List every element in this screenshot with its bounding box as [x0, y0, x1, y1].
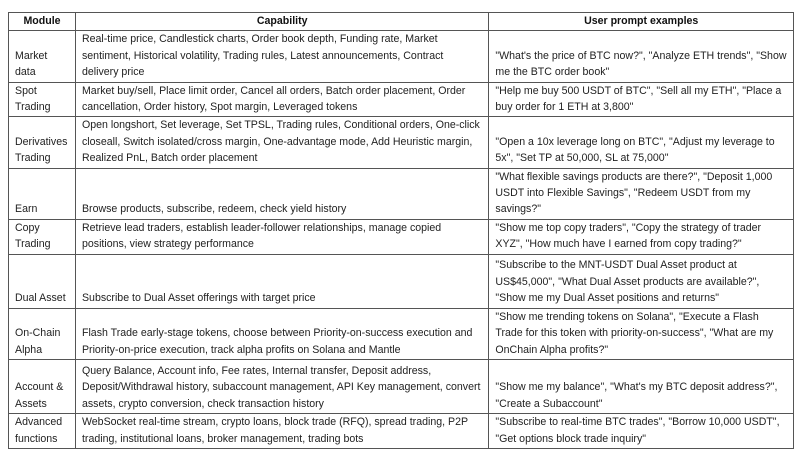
capability-cell: Market buy/sell, Place limit order, Canc…: [74, 81, 490, 118]
module-cell: Earn: [8, 167, 76, 220]
prompts-cell: "What's the price of BTC now?", "Analyze…: [488, 30, 794, 83]
prompts-cell: "Subscribe to real-time BTC trades", "Bo…: [488, 412, 794, 449]
module-cell: Derivatives Trading: [8, 116, 76, 169]
table-row: On-Chain Alpha Flash Trade early-stage to…: [8, 307, 794, 360]
capability-cell: Flash Trade early-stage tokens, choose b…: [74, 307, 490, 360]
table-row: Earn Browse products, subscribe, redeem, …: [8, 167, 794, 220]
module-cell: Dual Asset: [8, 253, 76, 309]
header-capability: Capability: [74, 11, 490, 32]
capability-cell: WebSocket real-time stream, crypto loans…: [74, 412, 490, 449]
prompts-cell: "Open a 10x leverage long on BTC", "Adju…: [488, 116, 794, 169]
table-row: Copy Trading Retrieve lead traders, estab…: [8, 218, 794, 255]
module-cell: Spot Trading: [8, 81, 76, 118]
capability-cell: Open longshort, Set leverage, Set TPSL, …: [74, 116, 490, 169]
capability-cell: Real-time price, Candlestick charts, Ord…: [74, 30, 490, 83]
module-cell: Advanced functions: [8, 412, 76, 449]
capability-table: Module Capability User prompt examples M…: [8, 11, 794, 449]
header-prompts: User prompt examples: [488, 11, 794, 32]
prompts-cell: "Subscribe to the MNT-USDT Dual Asset pr…: [488, 253, 794, 309]
prompts-cell: "Show me top copy traders", "Copy the st…: [488, 218, 794, 255]
capability-cell: Subscribe to Dual Asset offerings with t…: [74, 253, 490, 309]
table-row: Derivatives Trading Open longshort, Set l…: [8, 116, 794, 169]
capability-cell: Browse products, subscribe, redeem, chec…: [74, 167, 490, 220]
module-cell: Account & Assets: [8, 358, 76, 414]
capability-cell: Retrieve lead traders, establish leader-…: [74, 218, 490, 255]
table-row: Market data Real-time price, Candlestick …: [8, 30, 794, 83]
prompts-cell: "What flexible savings products are ther…: [488, 167, 794, 220]
table-row: Account & Assets Query Balance, Account i…: [8, 358, 794, 414]
table-row: Advanced functions WebSocket real-time st…: [8, 412, 794, 449]
prompts-cell: "Show me my balance", "What's my BTC dep…: [488, 358, 794, 414]
header-module: Module: [8, 11, 76, 32]
module-cell: Copy Trading: [8, 218, 76, 255]
table-row: Spot Trading Market buy/sell, Place limit…: [8, 81, 794, 118]
module-cell: Market data: [8, 30, 76, 83]
prompts-cell: "Help me buy 500 USDT of BTC", "Sell all…: [488, 81, 794, 118]
capability-cell: Query Balance, Account info, Fee rates, …: [74, 358, 490, 414]
table-row: Dual Asset Subscribe to Dual Asset offeri…: [8, 253, 794, 309]
prompts-cell: "Show me trending tokens on Solana", "Ex…: [488, 307, 794, 360]
module-cell: On-Chain Alpha: [8, 307, 76, 360]
header-row: Module Capability User prompt examples: [8, 11, 794, 32]
